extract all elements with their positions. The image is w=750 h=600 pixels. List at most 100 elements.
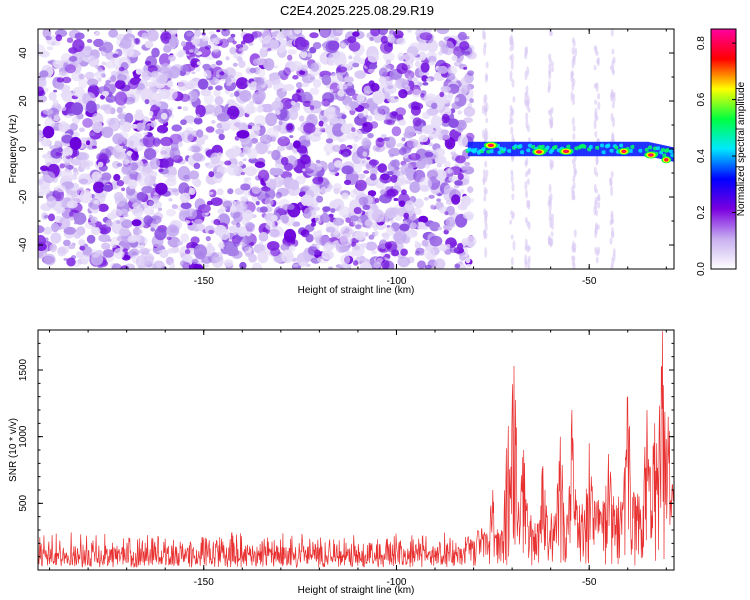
spectrogram-cell [611,226,614,237]
spectrogram-cell [366,225,371,229]
snr-series-line [37,331,675,569]
spectrogram-cell [139,247,150,255]
spectrogram-cell [225,56,230,61]
spectrogram-cell [338,138,344,143]
spectrogram-cell [120,208,128,215]
spectrogram-cell [339,233,353,247]
spectrogram-cell [84,222,96,229]
spectrogram-cell [548,63,552,69]
spectrogram-cell [299,92,306,97]
spectrogram-cell [610,29,614,37]
spectrogram-cell [540,144,546,149]
spectrogram-cell [519,141,522,157]
spectrogram-cell [299,70,306,75]
spectrogram-cell [488,141,491,157]
spectrogram-cell [157,124,167,133]
spectrogram-cell [146,29,159,42]
spectrogram-cell [292,263,299,268]
spectrogram-cell [461,178,470,186]
spectrogram-cell [105,95,117,103]
spectrogram-cell [151,70,159,78]
spectrogram-cell [222,200,233,209]
spectrogram-cell [664,145,667,160]
spectrogram-cell [493,141,496,157]
spectrogram-cell [348,41,361,52]
spectrogram-cell [252,58,260,65]
spectrogram-cell [457,31,467,41]
spectrogram-cell [551,160,555,168]
spectrogram-cell [261,44,267,48]
spectrogram-cell [473,147,479,152]
spectrogram-cell [316,195,324,203]
spectrogram-cell [180,119,187,126]
spectrogram-cell [601,150,607,155]
spectrogram-cell [257,68,266,78]
spectrogram-cell [236,200,248,214]
spectrogram-cell [442,133,451,140]
snr-y-axis-label: SNR (10 * v/v) [8,418,19,482]
spectrogram-cell [571,58,575,69]
spectrogram-cell [60,106,67,112]
spectrogram-hotspot [537,150,541,153]
spectrogram-cell [298,39,310,47]
spectrogram-cell [289,244,296,252]
spectrogram-cell [484,127,488,134]
spectrogram-cell [374,95,382,100]
spectrogram-cell [193,227,200,232]
spectrogram-cell [388,147,401,157]
spectrogram-cell [40,165,49,172]
spectrogram-cell [595,171,599,177]
spectrogram-cell [137,229,143,235]
spectrogram-cell [185,208,198,220]
spectrogram-cell [548,57,552,64]
spectrogram-cell [381,259,390,269]
spectrogram-cell [611,48,615,55]
spectrogram-cell [204,264,210,268]
spectrogram-cell [396,37,406,46]
spectrogram-cell [189,144,203,153]
spectrogram-cell [197,61,202,65]
spectrogram-cell [144,99,150,105]
spectrogram-cell [322,243,334,252]
spectrogram-cell [213,253,220,258]
spectrogram-cell [165,208,177,217]
spectrogram-cell [614,145,620,150]
spectrogram-cell [393,230,407,244]
spectrogram-cell [130,234,141,242]
spectrogram-cell [156,210,161,214]
spectrogram-cell [63,151,70,157]
colorbar-tick-label: 0.6 [696,92,707,106]
spectrogram-cell [426,107,439,116]
spectrogram-cell [225,77,232,84]
spectrogram-cell [187,80,197,90]
spectrogram-cell [180,202,192,210]
spectrogram-cell [634,141,637,157]
spectrogram-cell [102,41,114,54]
spectrogram-cell [553,145,559,149]
spectrogram-cell [68,55,78,62]
x-tick-label: -150 [194,577,214,588]
spectrogram-cell [485,141,488,157]
spectrogram-cell [423,246,436,260]
spectrogram-cell [193,162,201,170]
colorbar-tick-label: 0.0 [696,262,707,276]
spectrogram-cell [46,46,54,51]
spectrogram-cell [122,145,128,149]
spectrogram-cell [322,206,331,213]
spectrogram-cell [245,231,251,236]
spectrogram-cell [323,143,336,154]
spectrogram-cell [399,223,410,232]
y-tick-label: 40 [18,47,29,59]
spectrogram-cell [216,188,224,196]
spectrogram-cell [605,141,608,157]
spectrogram-cell [447,83,460,95]
spectrogram-cell [374,197,380,204]
spectrogram-cell [69,136,82,151]
spectrogram-cell [549,198,552,206]
spectrogram-cell [57,247,67,257]
spectrogram-cell [321,74,332,86]
spectrogram-cell [377,105,390,115]
spectrogram-cell [230,33,236,38]
spectrogram-cell [177,106,182,110]
spectrogram-cell [595,188,598,194]
